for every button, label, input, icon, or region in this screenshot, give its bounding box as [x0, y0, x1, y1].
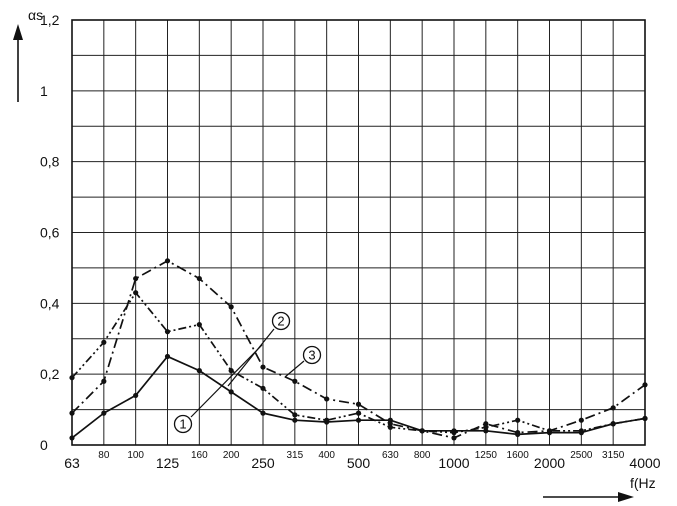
x-tick-label: 4000	[629, 455, 660, 471]
x-tick-label: 315	[286, 450, 303, 461]
x-tick-label: 2000	[534, 455, 565, 471]
x-tick-label: 1600	[507, 450, 530, 461]
series-marker-label: 3	[308, 348, 315, 363]
plot-frame	[71, 19, 646, 446]
y-tick-label: 0	[40, 437, 48, 453]
series-3-point	[164, 329, 171, 335]
series-2-point	[69, 410, 75, 416]
series-3-point	[610, 421, 616, 427]
series-marker-circle	[271, 311, 291, 331]
series-3-point	[419, 428, 425, 434]
x-tick-label: 250	[251, 455, 275, 471]
x-tick-label: 160	[191, 450, 208, 461]
series-marker-circle	[173, 414, 193, 434]
series-marker-leader	[284, 360, 305, 378]
series-2-point	[292, 378, 298, 384]
series-2-point	[196, 275, 202, 282]
x-tick-label: 800	[414, 450, 431, 461]
x-tick-label: 630	[382, 450, 399, 461]
series-2-point	[610, 405, 616, 411]
y-tick-labels: 0 0,2 0,4 0,6 0,8 1 1,2	[40, 12, 60, 453]
series-marker-leader	[190, 344, 263, 418]
y-axis-arrowhead	[13, 24, 23, 40]
series-1-point	[164, 353, 171, 360]
x-tick-label: 125	[156, 455, 180, 471]
x-axis-label: f(Hz	[630, 475, 656, 491]
series-2-point	[228, 304, 234, 310]
x-axis-arrowhead	[618, 492, 634, 502]
series-3-point	[292, 412, 298, 418]
series-3-point	[642, 415, 648, 422]
series-1-point	[228, 389, 234, 395]
series-marker-label: 2	[277, 314, 284, 329]
series-marker-3: 3	[284, 345, 322, 378]
series-3-point	[101, 339, 107, 345]
y-tick-label: 0,6	[40, 225, 60, 241]
series-marker-2: 2	[227, 311, 291, 387]
x-tick-label: 63	[64, 455, 80, 471]
series-3-point	[515, 417, 521, 423]
series-1-point	[355, 417, 362, 423]
chart-series	[69, 258, 648, 441]
series-3-point	[228, 368, 234, 374]
chart-axes	[13, 19, 646, 502]
series-3-point	[133, 290, 139, 296]
chart-grid	[71, 19, 646, 446]
series-marker-leader	[227, 328, 275, 387]
x-tick-label: 100	[127, 450, 144, 461]
series-2-point	[355, 401, 362, 407]
x-tick-label: 80	[98, 450, 110, 461]
x-axis-label-text: f(Hz	[630, 475, 656, 491]
series-3-point	[546, 428, 553, 434]
y-axis-label: αs	[28, 7, 43, 23]
x-tick-label: 1250	[475, 450, 498, 461]
y-tick-label: 0,4	[40, 295, 60, 311]
series-2-point	[101, 378, 107, 384]
series-3-point	[324, 417, 330, 423]
y-tick-label: 1,2	[40, 12, 60, 28]
series-1-point	[69, 435, 75, 441]
series-3-point	[483, 424, 489, 430]
series-marker-circle	[302, 345, 322, 365]
y-tick-label: 0,2	[40, 366, 60, 382]
y-axis-label-text: αs	[28, 7, 43, 23]
series-2-point	[515, 430, 521, 436]
x-tick-label: 500	[347, 455, 371, 471]
y-tick-label: 1	[40, 83, 48, 99]
x-tick-label: 400	[318, 450, 335, 461]
series-2-point	[578, 417, 584, 423]
series-3-point	[355, 410, 362, 416]
series-2-point	[164, 258, 171, 264]
series-3-point	[196, 321, 202, 328]
series-1-point	[133, 392, 139, 399]
series-3-point	[69, 375, 75, 381]
series-2-point	[451, 435, 457, 441]
series-2-point	[642, 382, 648, 388]
series-1-point	[292, 417, 298, 423]
x-tick-label: 1000	[438, 455, 469, 471]
series-3-point	[578, 428, 584, 434]
series-2-point	[133, 275, 139, 282]
series-3-point	[451, 430, 457, 436]
x-tick-label: 2500	[570, 450, 593, 461]
series-1-point	[196, 368, 202, 374]
series-2-point	[324, 396, 330, 402]
series-1-point	[260, 410, 266, 416]
x-tick-label: 200	[223, 450, 240, 461]
series-marker-label: 1	[179, 417, 186, 432]
x-tick-label: 3150	[602, 450, 625, 461]
series-markers: 1 2 3	[173, 311, 322, 434]
series-3-point	[260, 385, 266, 391]
series-3-point	[387, 424, 393, 430]
y-tick-label: 0,8	[40, 154, 60, 170]
series-marker-1: 1	[173, 344, 263, 434]
series-3	[69, 290, 648, 436]
series-1-point	[101, 410, 107, 416]
series-2-point	[260, 364, 266, 370]
x-tick-labels: 63 80 100 125 160 200 250 315 400 500 630 800 1000 12…	[64, 450, 661, 471]
